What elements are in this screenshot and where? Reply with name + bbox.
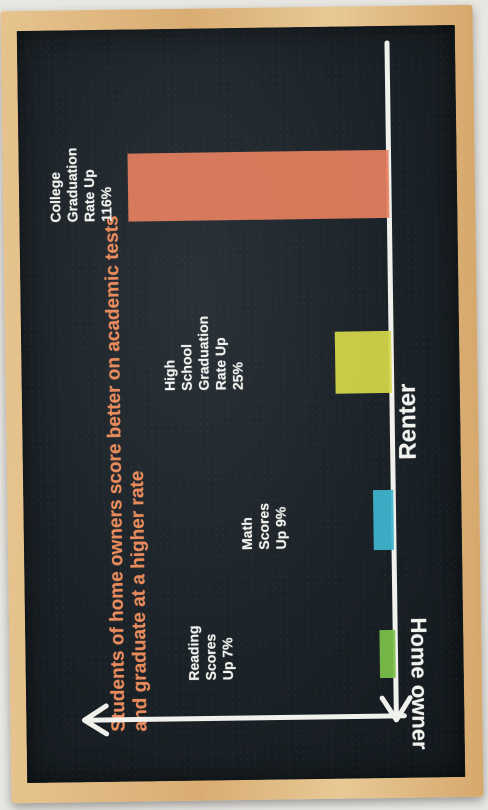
bar-1 xyxy=(372,489,395,551)
bar-label-line: Scores xyxy=(255,502,273,550)
bar-label-1: Math Scores Up 9% xyxy=(238,439,291,550)
bar-label-line: Graduation xyxy=(63,147,81,223)
chart-canvas: Students of home owners score better on … xyxy=(17,25,465,783)
chalkboard: Students of home owners score better on … xyxy=(16,24,466,784)
bar-label-line: Graduation xyxy=(194,315,212,391)
bar-3 xyxy=(127,149,390,222)
x-axis-arrow-left-icon xyxy=(379,695,413,723)
bar-label-0: Reading Scores Up 7% xyxy=(184,570,237,681)
bar-label-line: 116% xyxy=(97,186,115,222)
chalkboard-frame: Students of home owners score better on … xyxy=(0,4,484,804)
bar-label-line: School xyxy=(178,343,195,391)
bar-label-2: High School Graduation Rate Up 25% xyxy=(160,280,247,391)
bar-chart xyxy=(81,40,413,737)
bar-label-line: High xyxy=(161,359,178,392)
axis-label-home-owner: Home owner xyxy=(405,617,433,750)
bar-label-line: 25% xyxy=(229,361,246,391)
y-axis-line xyxy=(83,713,407,723)
bar-label-line: Rate Up xyxy=(80,169,98,223)
bar-0 xyxy=(379,629,396,679)
axis-label-renter: Renter xyxy=(393,383,422,460)
bar-label-line: College xyxy=(46,171,64,223)
bar-2 xyxy=(334,330,392,394)
bar-label-line: Up 9% xyxy=(272,506,290,550)
bar-label-line: Up 7% xyxy=(219,637,236,681)
bar-label-line: Rate Up xyxy=(212,337,229,391)
bar-label-3: College Graduation Rate Up 116% xyxy=(46,112,116,223)
bar-label-line: Scores xyxy=(202,633,219,681)
bar-label-line: Reading xyxy=(185,625,202,681)
y-axis-arrow-up-icon xyxy=(81,703,110,737)
bar-label-line: Math xyxy=(238,517,256,551)
